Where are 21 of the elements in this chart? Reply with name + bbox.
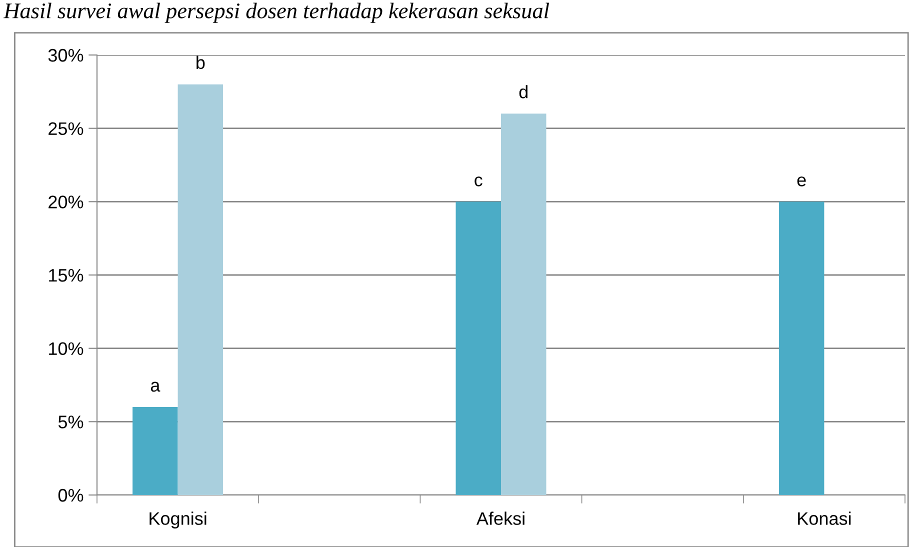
x-tick-label: Kognisi bbox=[150, 512, 206, 528]
bar bbox=[178, 84, 224, 495]
y-tick-label: 30% bbox=[48, 48, 84, 62]
data-label: a bbox=[150, 382, 160, 392]
bar bbox=[132, 407, 178, 495]
bar bbox=[778, 202, 824, 495]
chart-title: Hasil survei awal persepsi dosen terhadap kekerasan seksual bbox=[3, 2, 550, 23]
y-tick-label: 5% bbox=[58, 416, 84, 428]
bar bbox=[456, 202, 501, 495]
data-label: d bbox=[519, 85, 528, 98]
y-tick-label: 20% bbox=[48, 196, 84, 208]
y-tick-label: 10% bbox=[49, 342, 84, 356]
data-label: e bbox=[797, 176, 806, 186]
bar bbox=[501, 114, 546, 495]
y-tick-label: 15% bbox=[49, 269, 84, 282]
data-label: b bbox=[196, 56, 205, 70]
x-tick-label: Afeksi bbox=[476, 512, 524, 525]
x-tick-label: Konasi bbox=[798, 512, 851, 525]
y-tick-label: 25% bbox=[48, 122, 84, 136]
y-tick-label: 0% bbox=[58, 488, 84, 502]
data-label: c bbox=[474, 176, 482, 186]
